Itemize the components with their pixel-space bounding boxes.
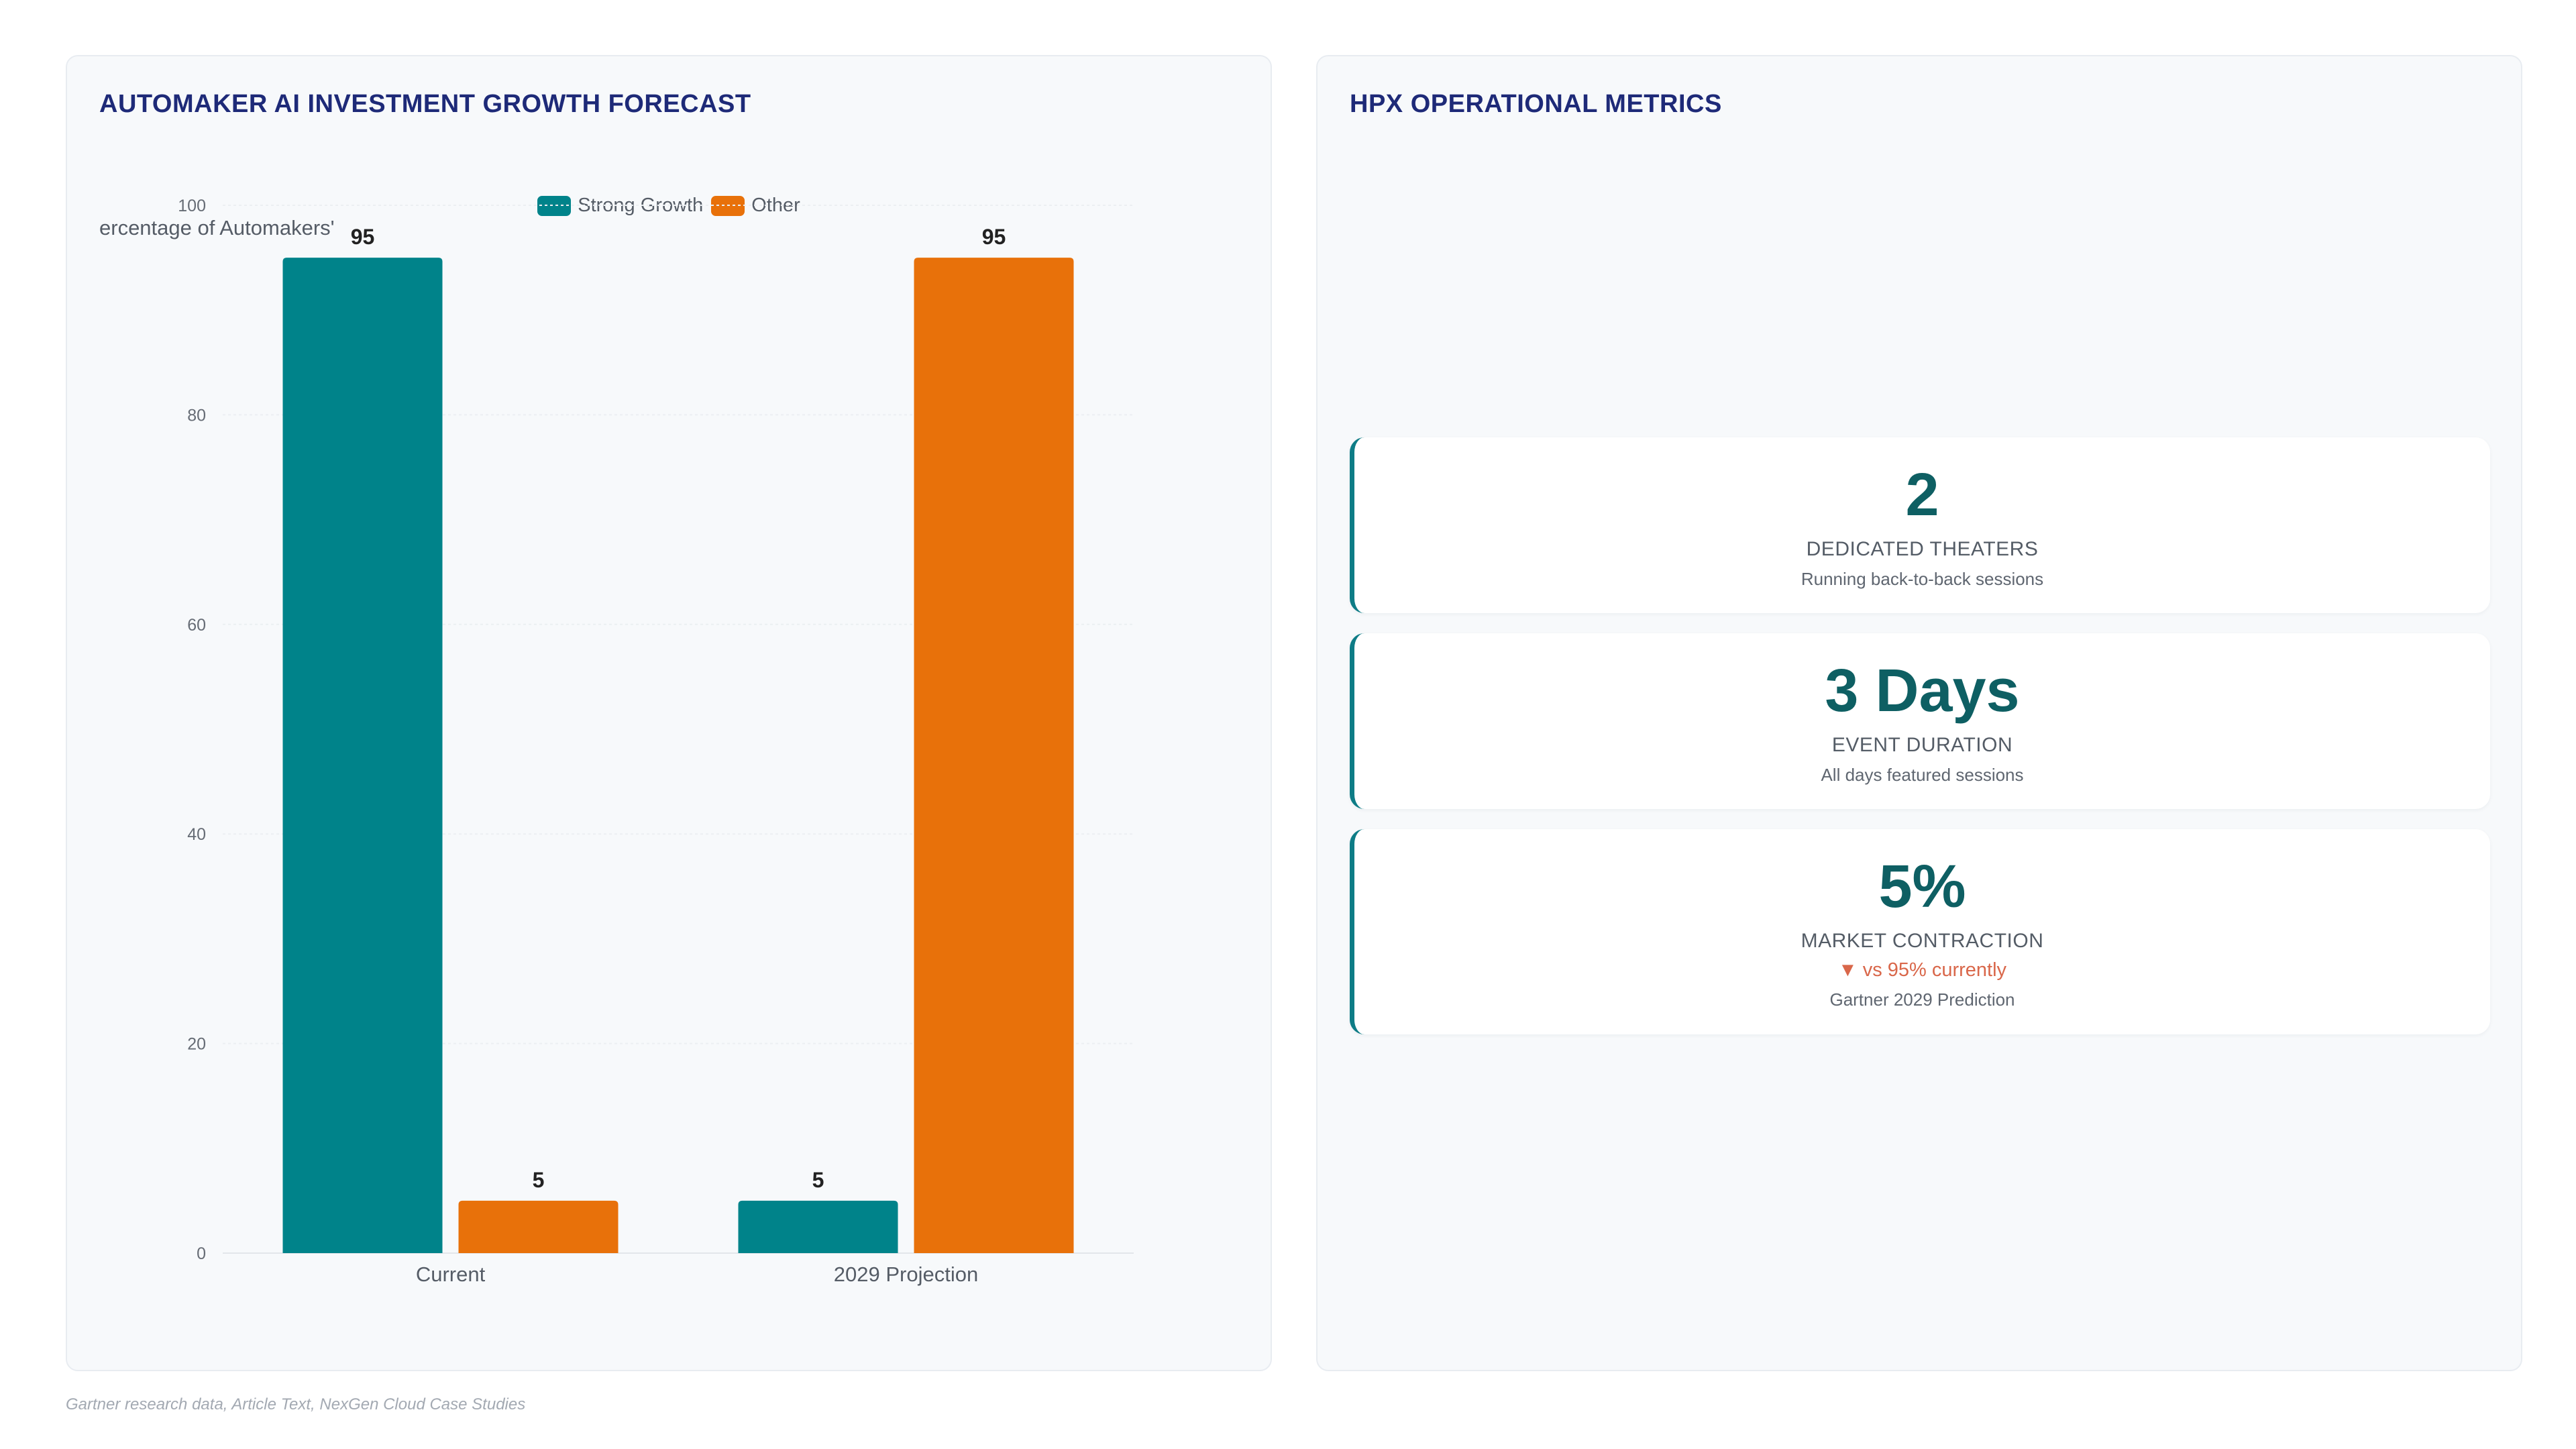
metric-value: 5% — [1878, 853, 1966, 920]
metric-delta: ▼ vs 95% currently — [1837, 959, 2007, 981]
y-tick-label: 0 — [197, 1244, 206, 1263]
metrics-panel: HPX OPERATIONAL METRICS 2 DEDICATED THEA… — [1316, 55, 2522, 1371]
metric-subtext: All days featured sessions — [1821, 765, 2024, 785]
data-label: 95 — [351, 225, 375, 249]
bar — [738, 1200, 898, 1253]
metric-label: MARKET CONTRACTION — [1801, 930, 2044, 952]
y-tick-label: 40 — [187, 825, 206, 844]
data-label: 95 — [982, 225, 1006, 249]
metric-label: DEDICATED THEATERS — [1806, 538, 2039, 560]
chart-panel: AUTOMAKER AI INVESTMENT GROWTH FORECAST … — [66, 55, 1272, 1371]
bar — [914, 258, 1074, 1254]
x-tick-label: Current — [416, 1263, 486, 1286]
metric-card-theaters: 2 DEDICATED THEATERS Running back-to-bac… — [1350, 437, 2490, 613]
data-labels: 95 5 5 95 — [351, 225, 1006, 1192]
x-tick-label: 2029 Projection — [834, 1263, 978, 1286]
metric-value: 3 Days — [1825, 657, 2020, 724]
metric-label: EVENT DURATION — [1831, 734, 2013, 756]
metric-subtext: Running back-to-back sessions — [1801, 569, 2044, 589]
legend-swatch-strong-growth — [537, 195, 572, 216]
metrics-list: 2 DEDICATED THEATERS Running back-to-bac… — [1350, 437, 2490, 1055]
bar-chart: 95 5 5 95 0 20 40 60 80 100 Current 2029 Projectio… — [178, 197, 1134, 1286]
y-tick-label: 20 — [187, 1035, 206, 1054]
metric-subtext: Gartner 2029 Prediction — [1829, 989, 2015, 1010]
axis-ticks: 0 20 40 60 80 100 Current 2029 Projection — [178, 197, 978, 1286]
y-tick-label: 100 — [178, 197, 206, 215]
metric-card-contraction: 5% MARKET CONTRACTION ▼ vs 95% currently… — [1350, 829, 2490, 1034]
data-label: 5 — [533, 1168, 545, 1192]
chart-title: AUTOMAKER AI INVESTMENT GROWTH FORECAST — [99, 90, 751, 118]
metrics-title: HPX OPERATIONAL METRICS — [1350, 90, 1722, 118]
y-axis-title: 'ercentage of Automakers — [99, 216, 335, 239]
metric-value: 2 — [1905, 462, 1939, 529]
metric-card-duration: 3 Days EVENT DURATION All days featured … — [1350, 633, 2490, 809]
data-label: 5 — [812, 1168, 824, 1192]
y-tick-label: 80 — [187, 406, 206, 425]
bar — [282, 258, 443, 1254]
bar — [458, 1200, 619, 1253]
source-footnote: Gartner research data, Article Text, Nex… — [66, 1395, 526, 1413]
bars — [282, 258, 1074, 1254]
y-tick-label: 60 — [187, 616, 206, 635]
